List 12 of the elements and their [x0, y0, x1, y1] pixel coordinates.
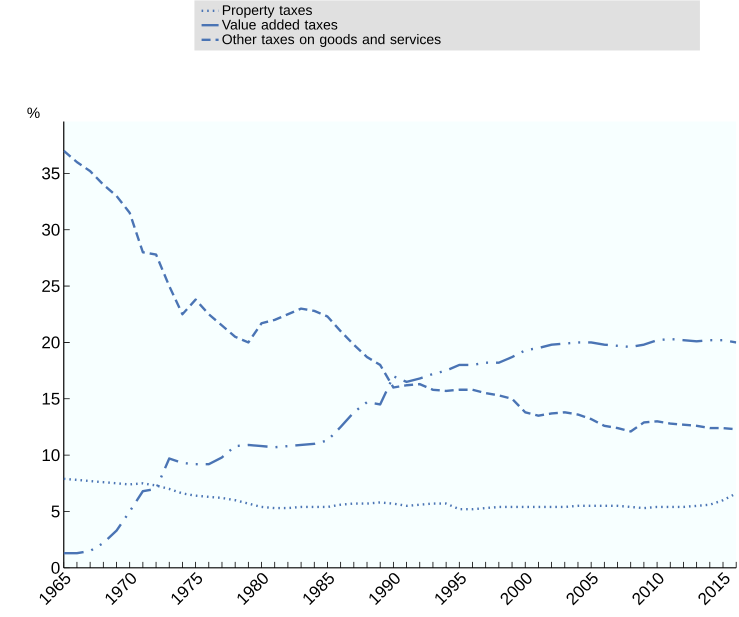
legend-label: Property taxes — [222, 5, 312, 18]
y-tick-label: 25 — [42, 280, 60, 292]
y-tick-label: 0 — [51, 562, 60, 574]
y-tick-label: 5 — [51, 506, 60, 518]
y-tick-label: 30 — [42, 224, 60, 236]
y-tick-label: 10 — [42, 449, 60, 462]
y-tick-label: 20 — [42, 336, 60, 349]
y-axis-title: % — [27, 108, 40, 118]
y-tick-label: 35 — [42, 168, 60, 180]
legend-label: Other taxes on goods and services — [222, 34, 441, 48]
y-tick-label: 15 — [42, 393, 60, 405]
legend-label: Value added taxes — [222, 20, 338, 30]
